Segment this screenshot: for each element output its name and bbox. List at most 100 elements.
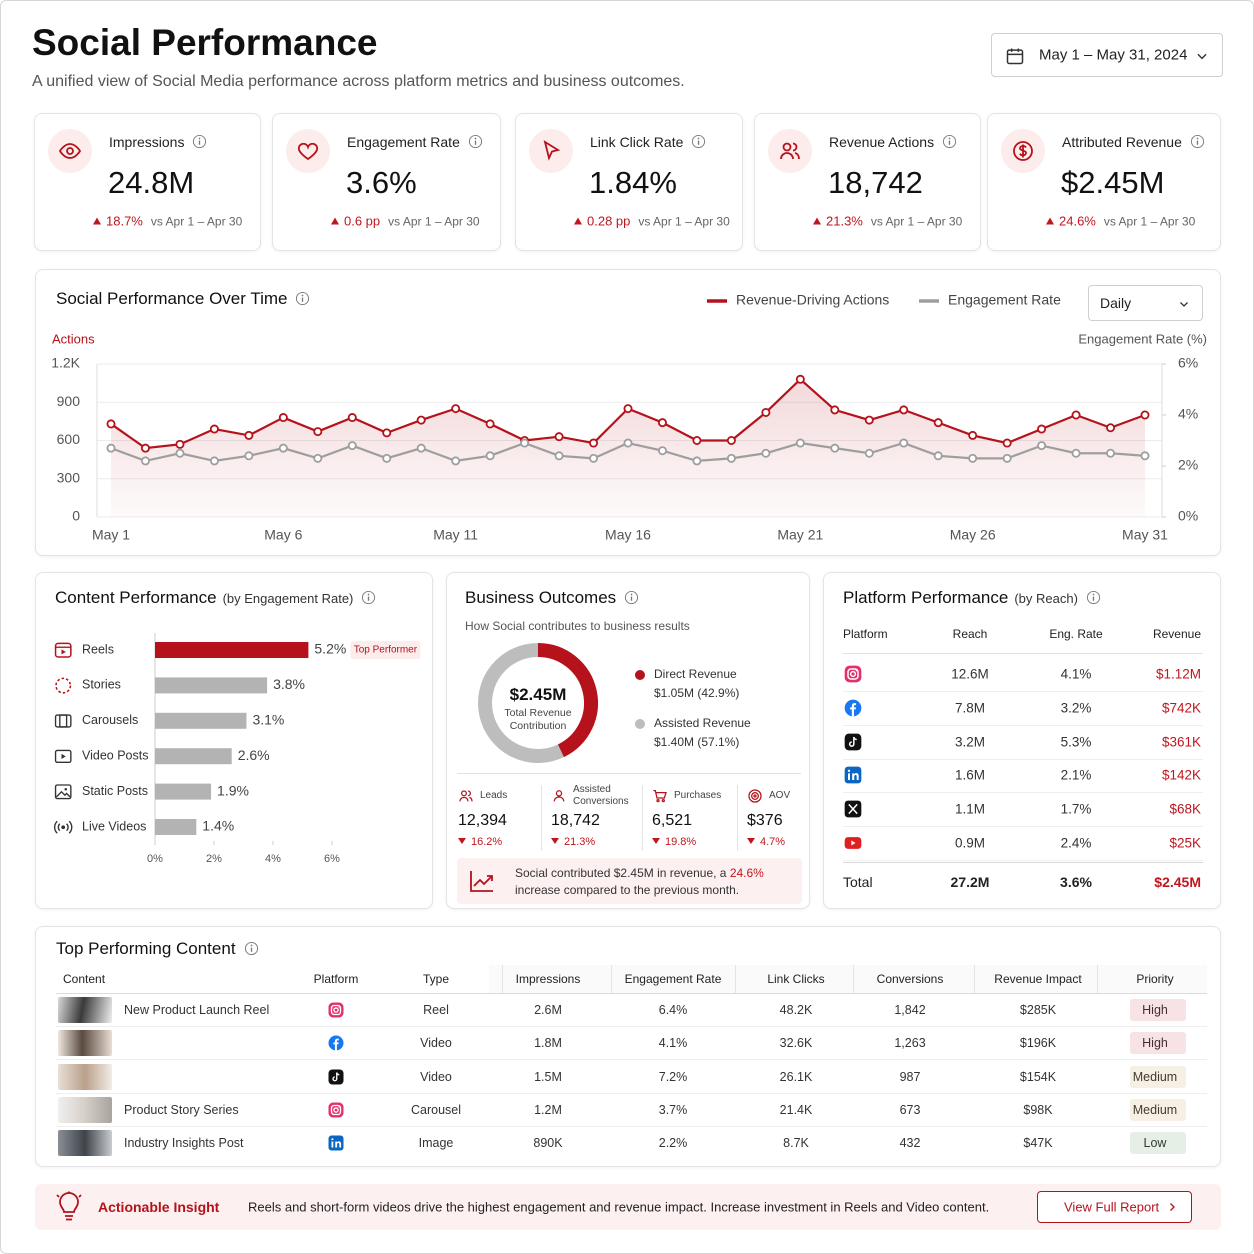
y-tick-label: 600 (57, 431, 81, 447)
metric-value: 12,394 (458, 812, 507, 829)
icon-shape (1092, 593, 1095, 596)
icon-shape (780, 142, 800, 160)
icon-shape (54, 642, 72, 658)
row-rule (843, 691, 1203, 692)
donut-segment (537, 643, 598, 758)
table-cell: 1.6M (954, 767, 986, 783)
panel-subtitle: (by Reach) (1014, 591, 1078, 606)
table-cell: $742K (1161, 700, 1201, 716)
date-picker[interactable]: May 1 – May 31, 2024 (991, 33, 1223, 77)
up-arrow (331, 217, 339, 225)
x-tick-label: May 6 (264, 527, 302, 543)
icon-shape (328, 1069, 344, 1085)
icon-shape (338, 1006, 340, 1008)
column-header: Engagement Rate (624, 972, 722, 986)
icon-shape (848, 773, 850, 781)
icon-shape (625, 590, 639, 605)
info-icon[interactable] (361, 590, 376, 605)
point (313, 427, 323, 437)
metric-change: 4.7% (760, 836, 786, 848)
table-cell: 2.6M (534, 1003, 562, 1017)
icon-shape (850, 702, 857, 717)
info-icon[interactable] (244, 941, 259, 956)
up-arrow (1046, 217, 1054, 225)
info-icon[interactable] (1190, 134, 1205, 149)
annotation: Top Performer (354, 645, 418, 656)
category-icon (54, 784, 72, 800)
kpi-label: Attributed Revenue (1062, 134, 1182, 150)
value-label: 3.8% (273, 676, 305, 692)
kpi-icon (1001, 129, 1045, 173)
icon-shape (1006, 49, 1024, 65)
icon-shape (661, 799, 665, 803)
icon-shape (948, 137, 951, 140)
column-header: Link Clicks (767, 972, 825, 986)
point (416, 443, 426, 453)
icon-shape (473, 875, 493, 887)
total-rule (843, 862, 1203, 863)
icon-shape (543, 140, 561, 161)
column-header: Content (63, 972, 106, 986)
legend-label: Direct Revenue (654, 667, 737, 681)
info-icon[interactable] (624, 590, 639, 605)
point (830, 405, 840, 415)
table-cell: 6.4% (658, 1003, 688, 1017)
kpi-change-row: 0.28 pp vs Apr 1 – Apr 30 (574, 214, 730, 229)
y-tick-label: 900 (57, 393, 81, 409)
thumbnail (58, 997, 112, 1023)
table-cell: Image (418, 1136, 454, 1151)
point (968, 453, 978, 463)
icon-shape (698, 137, 700, 140)
legend-label: Engagement Rate (948, 292, 1061, 308)
kpi-label: Link Click Rate (590, 134, 684, 150)
info-icon[interactable] (1086, 590, 1101, 605)
icon-shape (748, 789, 762, 803)
view-report-button[interactable]: View Full Report (1037, 1191, 1192, 1223)
point (968, 430, 978, 440)
column-header: Priority (1136, 972, 1174, 986)
point (175, 448, 185, 458)
platform-panel: Platform Performance (by Reach) Platform R… (823, 572, 1221, 909)
table-cell: $47K (1023, 1136, 1053, 1151)
platform-icon (327, 1001, 345, 1019)
icon-shape (302, 294, 304, 297)
column-header: Impressions (515, 972, 581, 986)
icon-shape (328, 1102, 344, 1118)
note-part: increase compared to the previous month. (515, 883, 740, 897)
point (1106, 423, 1116, 433)
category-label: Reels (82, 642, 114, 656)
info-icon[interactable] (192, 134, 207, 149)
point (761, 407, 771, 417)
total-cell: 3.6% (1060, 874, 1092, 890)
icon-shape (555, 790, 563, 797)
kpi-icon (768, 129, 812, 173)
icon-shape (59, 1192, 79, 1213)
icon-shape (474, 137, 477, 140)
platform-icon (843, 765, 863, 785)
y-tick-label: 300 (57, 469, 81, 485)
kpi-value: 1.84% (589, 165, 677, 200)
header-separator (734, 965, 736, 993)
icon-shape (331, 1138, 334, 1141)
icon-shape (330, 1004, 342, 1016)
info-icon[interactable] (295, 291, 310, 306)
metric-icon (652, 788, 668, 804)
kpi-label-row: Engagement Rate (347, 134, 483, 150)
info-icon[interactable] (942, 134, 957, 149)
point (1002, 453, 1012, 463)
platform-icon (843, 799, 863, 819)
point (933, 418, 943, 428)
info-icon[interactable] (468, 134, 483, 149)
point (692, 435, 702, 445)
point (795, 374, 805, 384)
point (692, 456, 702, 466)
period-dropdown[interactable]: Daily (1088, 285, 1203, 321)
icon-shape (368, 593, 370, 596)
point (623, 438, 633, 448)
kpi-comparison: vs Apr 1 – Apr 30 (1103, 214, 1196, 229)
x-tick-label: 4% (265, 853, 281, 865)
icon-shape (653, 790, 667, 799)
table-cell: 3.7% (658, 1102, 688, 1117)
metric-value: 6,521 (652, 812, 693, 829)
info-icon[interactable] (691, 134, 706, 149)
